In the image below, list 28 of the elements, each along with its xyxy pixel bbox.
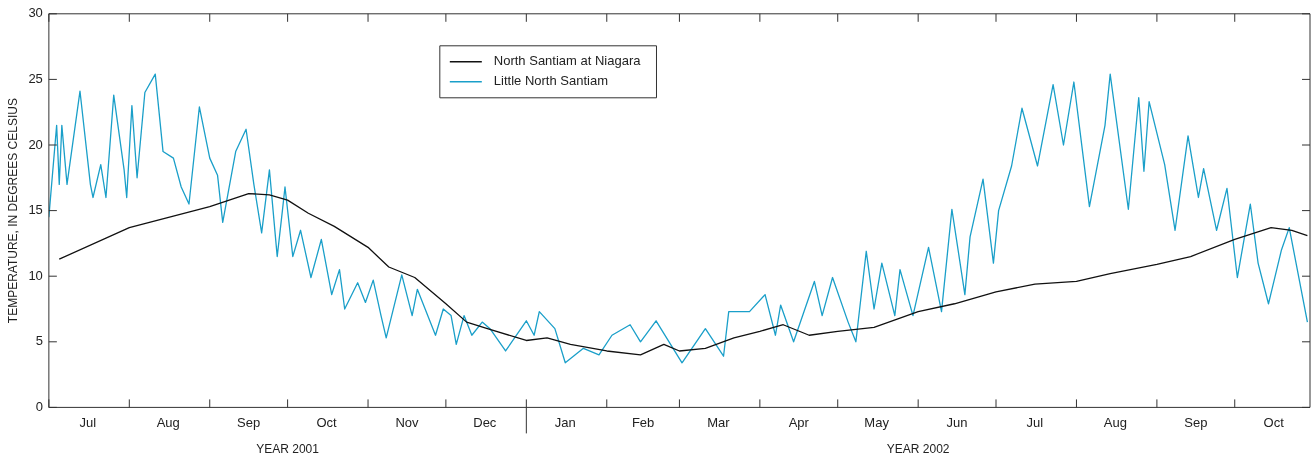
y-axis-title: TEMPERATURE, IN DEGREES CELSIUS (5, 98, 20, 324)
legend-label: Little North Santiam (493, 73, 608, 89)
x-tick-label: Sep (1184, 414, 1208, 430)
y-tick-label: 25 (28, 70, 43, 86)
legend-label: North Santiam at Niagara (493, 53, 642, 69)
x-tick-label: May (864, 414, 890, 430)
y-tick-label: 15 (28, 202, 43, 218)
x-tick-label: Jul (1026, 414, 1044, 430)
x-tick-label: Aug (1103, 414, 1127, 430)
x-tick-label: Jan (554, 414, 576, 430)
x-tick-label: Dec (473, 414, 497, 430)
x-tick-label: Aug (156, 414, 180, 430)
x-tick-label: Apr (788, 414, 810, 430)
text: YEAR 2002 (886, 442, 950, 457)
y-tick-label: 0 (35, 398, 43, 414)
y-tick-label: 20 (28, 136, 43, 152)
x-tick-label: Feb (631, 414, 655, 430)
x-tick-label: Oct (1263, 414, 1285, 430)
y-tick-label: 30 (28, 5, 43, 21)
x-tick-label: Oct (316, 414, 338, 430)
x-tick-label: Nov (395, 414, 420, 430)
x-tick-label: Sep (237, 414, 261, 430)
x-tick-label: Mar (707, 414, 731, 430)
text: YEAR 2001 (256, 442, 320, 457)
y-tick-label: 5 (35, 333, 43, 349)
x-tick-label: Jun (946, 414, 968, 430)
x-tick-label: Jul (79, 414, 97, 430)
y-tick-label: 10 (28, 267, 43, 283)
